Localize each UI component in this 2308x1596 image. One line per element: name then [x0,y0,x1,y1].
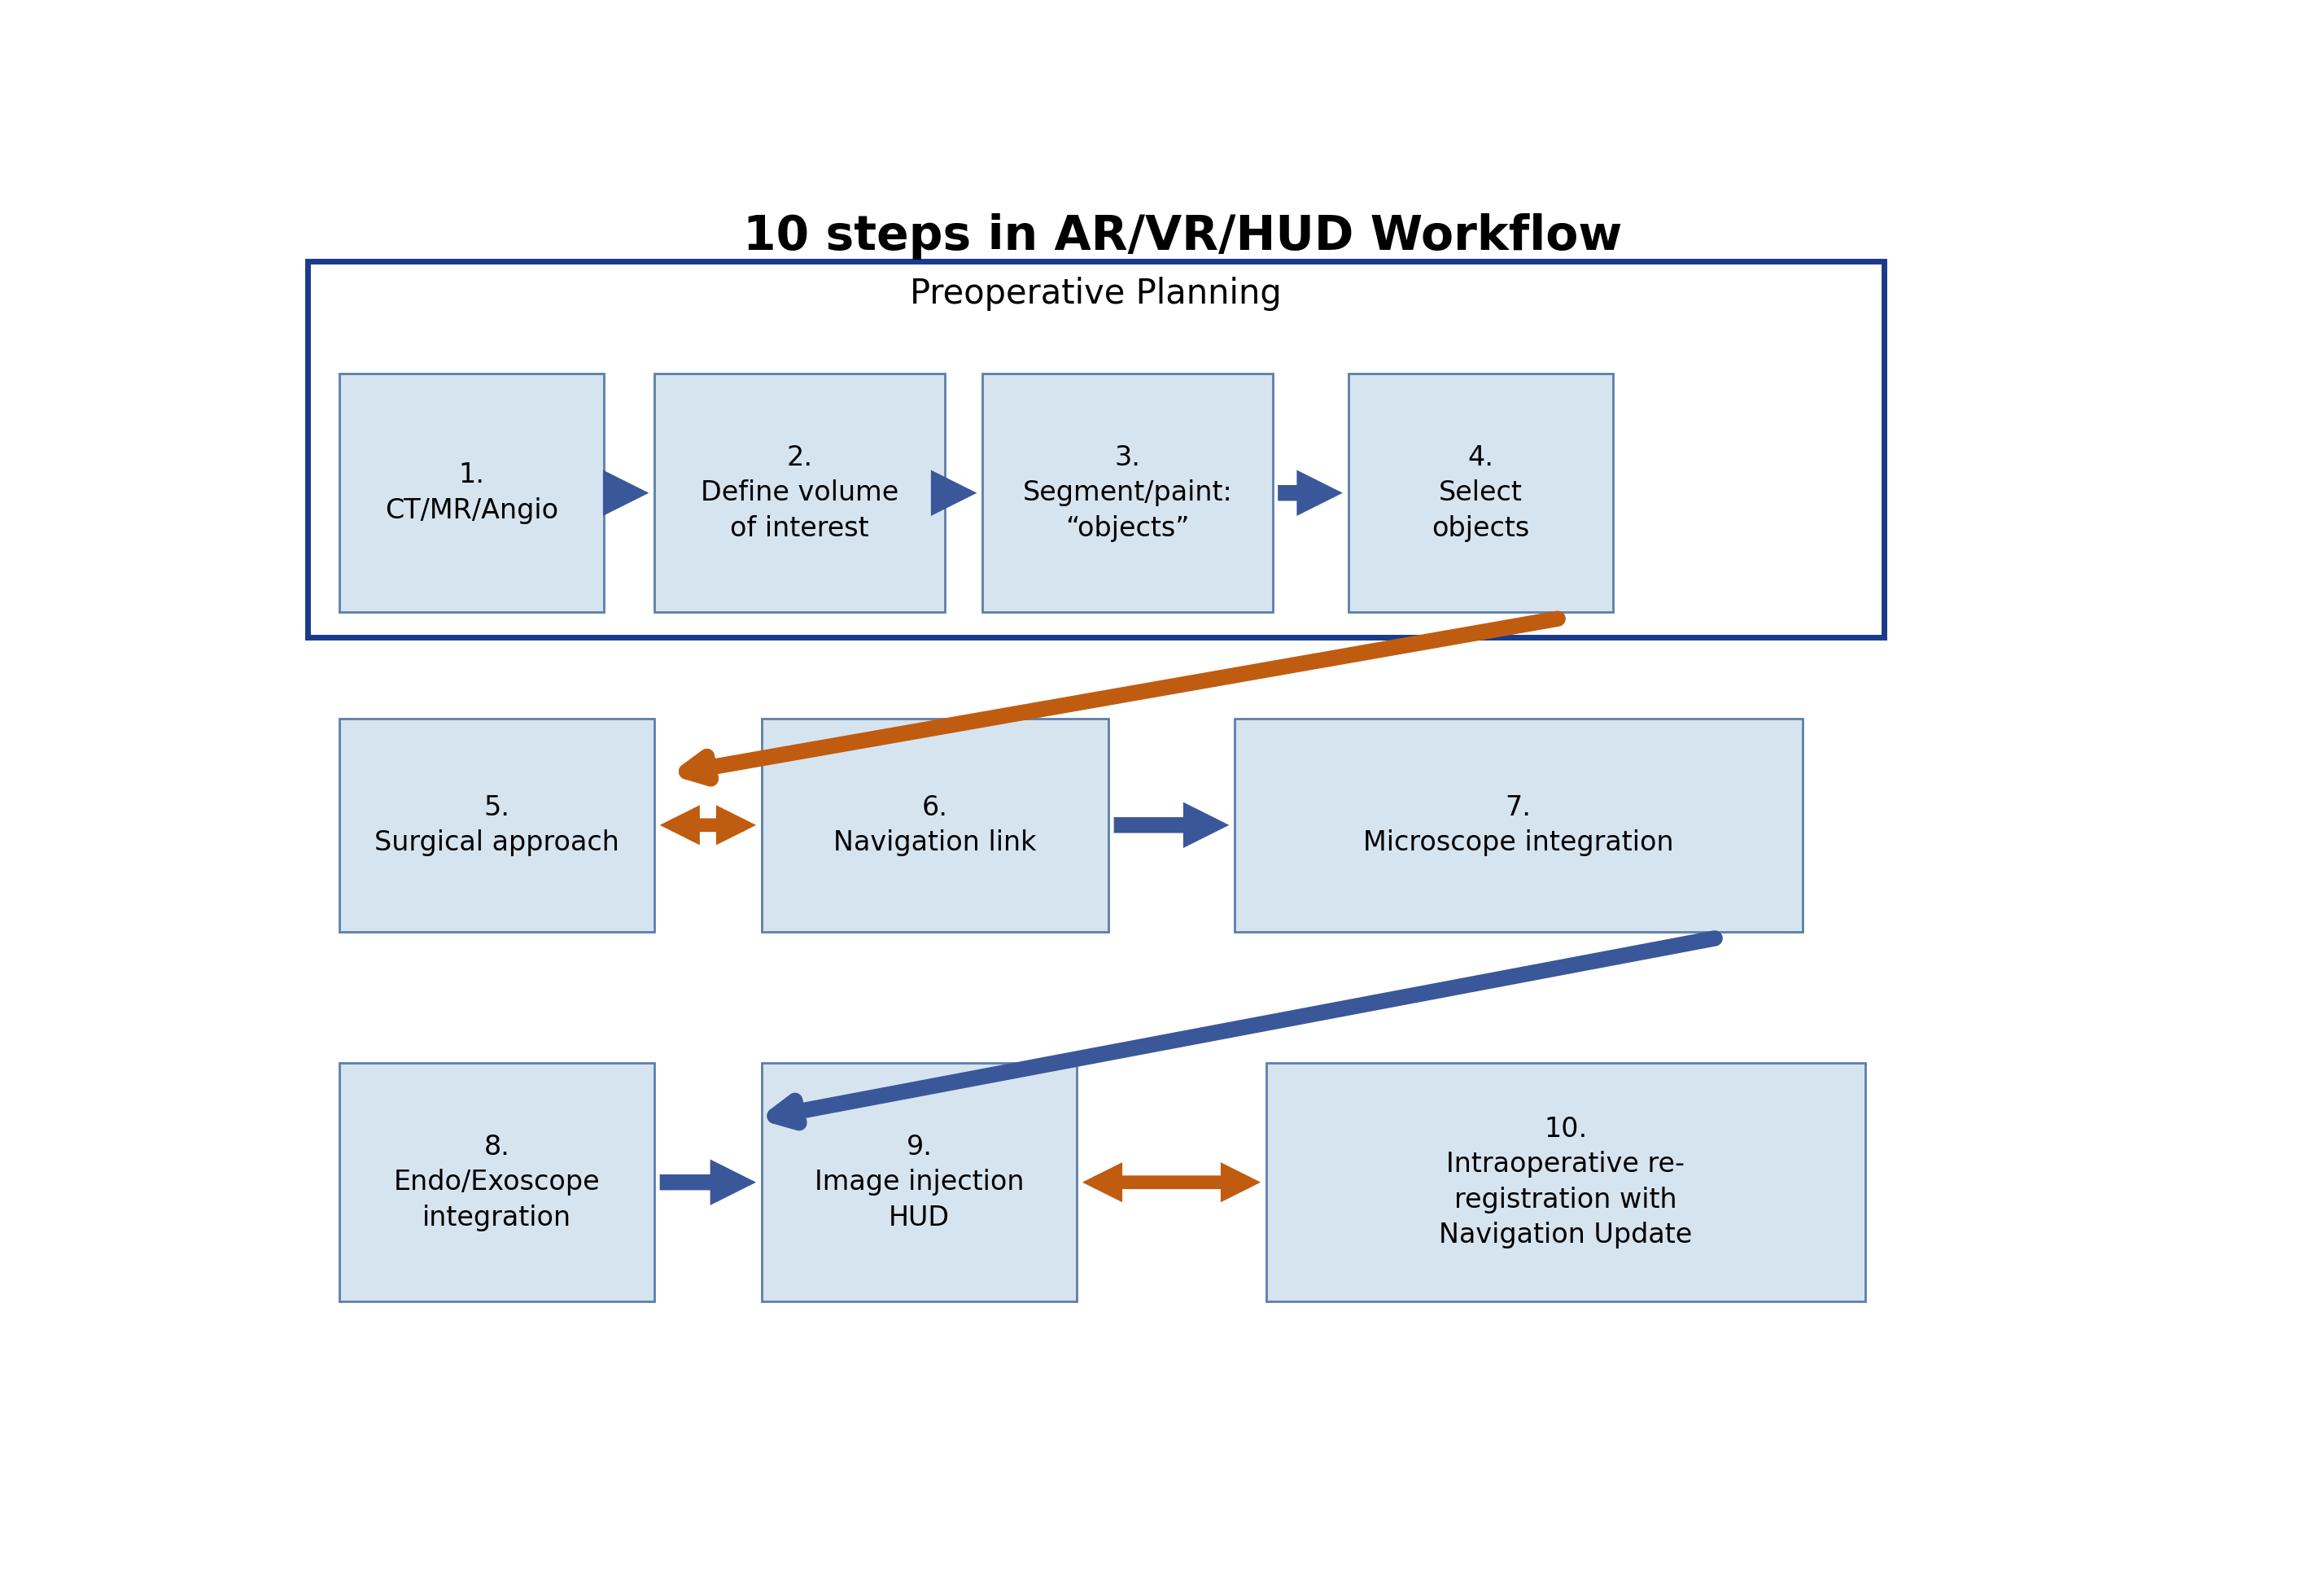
Text: 8.
Endo/Exoscope
integration: 8. Endo/Exoscope integration [392,1133,600,1231]
FancyBboxPatch shape [339,373,605,611]
Text: 10 steps in AR/VR/HUD Workflow: 10 steps in AR/VR/HUD Workflow [743,214,1623,260]
FancyBboxPatch shape [653,373,944,611]
Text: 4.
Select
objects: 4. Select objects [1431,444,1530,541]
Text: 3.
Segment/paint:
“objects”: 3. Segment/paint: “objects” [1022,444,1232,541]
Text: 5.
Surgical approach: 5. Surgical approach [374,793,619,855]
Text: 2.
Define volume
of interest: 2. Define volume of interest [699,444,898,541]
FancyBboxPatch shape [983,373,1272,611]
Text: 1.
CT/MR/Angio: 1. CT/MR/Angio [385,461,559,523]
Text: 9.
Image injection
HUD: 9. Image injection HUD [815,1133,1025,1231]
FancyBboxPatch shape [762,718,1108,932]
Text: 7.
Microscope integration: 7. Microscope integration [1364,793,1673,855]
Text: Preoperative Planning: Preoperative Planning [909,276,1281,311]
Text: 6.
Navigation link: 6. Navigation link [833,793,1036,855]
FancyBboxPatch shape [339,718,653,932]
FancyBboxPatch shape [762,1063,1078,1301]
Text: 10.
Intraoperative re-
registration with
Navigation Update: 10. Intraoperative re- registration with… [1440,1116,1692,1248]
FancyBboxPatch shape [1267,1063,1865,1301]
FancyBboxPatch shape [1235,718,1803,932]
FancyBboxPatch shape [1348,373,1613,611]
FancyBboxPatch shape [339,1063,653,1301]
FancyBboxPatch shape [307,262,1883,637]
